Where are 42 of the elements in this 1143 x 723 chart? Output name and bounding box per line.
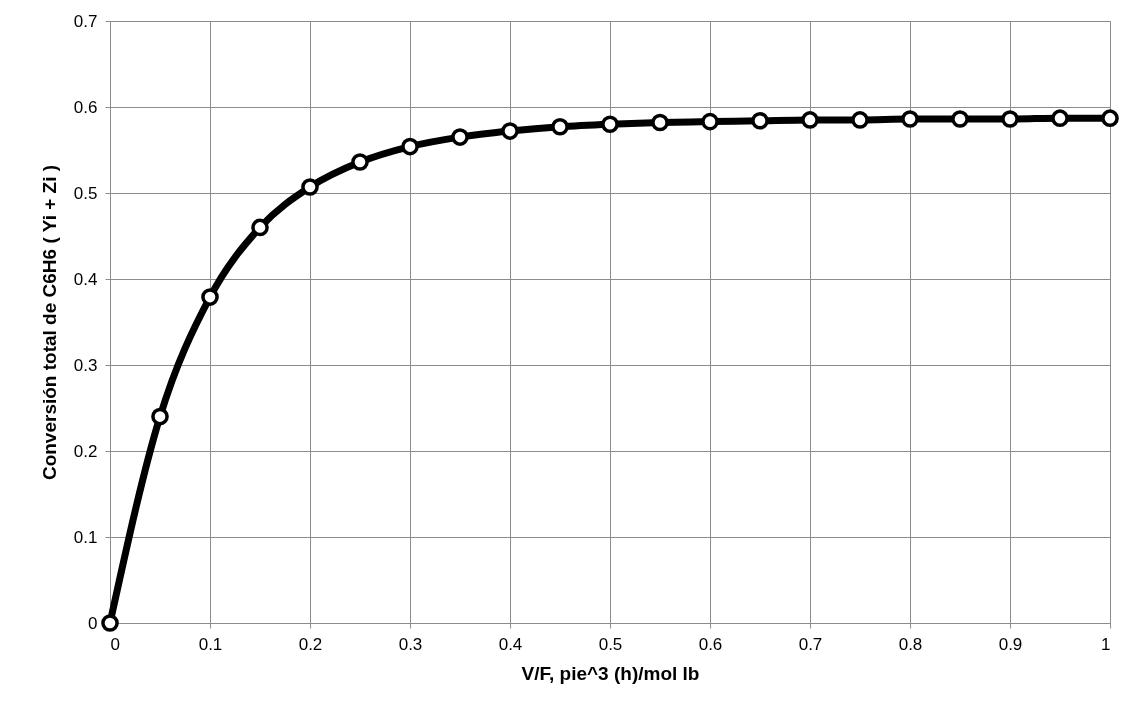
x-tick-label: 0 (110, 634, 120, 654)
x-tick-label: 0.3 (398, 634, 423, 654)
point (551, 117, 569, 136)
x-tick-label: 0.1 (198, 634, 223, 654)
point (601, 115, 619, 134)
y-tick-label: 0.5 (73, 183, 98, 203)
point (401, 137, 419, 156)
y-tick-label: 0.4 (73, 269, 98, 289)
point (1001, 110, 1019, 128)
point (651, 113, 669, 132)
y-tick-label: 0.7 (73, 11, 98, 31)
x-tick-label: 1 (1101, 634, 1111, 654)
x-tick-label: 0.9 (998, 634, 1023, 654)
y-tick-label: 0.3 (73, 355, 98, 375)
x-tick-label: 0.6 (698, 634, 723, 654)
x-tick-label: 0.4 (498, 634, 523, 654)
y-axis-title: Conversión total de C6H6 ( Yi + Zi ) (38, 164, 60, 481)
point (451, 128, 469, 146)
y-tick-label: 0 (88, 613, 98, 633)
point (251, 218, 269, 237)
point (801, 111, 819, 129)
y-tick-label: 0.1 (73, 527, 98, 547)
x-tick-label: 0.7 (798, 634, 823, 654)
point (701, 112, 719, 131)
x-axis-title: V/F, pie^3 (h)/mol lb (521, 662, 700, 684)
y-tick-label: 0.2 (73, 441, 98, 461)
point (101, 614, 119, 632)
point (1101, 109, 1119, 127)
point (901, 110, 919, 128)
x-tick-label: 0.8 (898, 634, 923, 654)
point (951, 110, 969, 128)
y-tick-label: 0.6 (73, 97, 98, 117)
point (351, 153, 369, 171)
point (851, 111, 869, 129)
point (1051, 109, 1069, 127)
x-tick-label: 0.2 (298, 634, 323, 654)
x-tick-label: 0.5 (598, 634, 623, 654)
point (501, 122, 519, 140)
point (201, 288, 219, 306)
point (301, 178, 319, 196)
point (751, 111, 769, 130)
point (151, 407, 169, 426)
